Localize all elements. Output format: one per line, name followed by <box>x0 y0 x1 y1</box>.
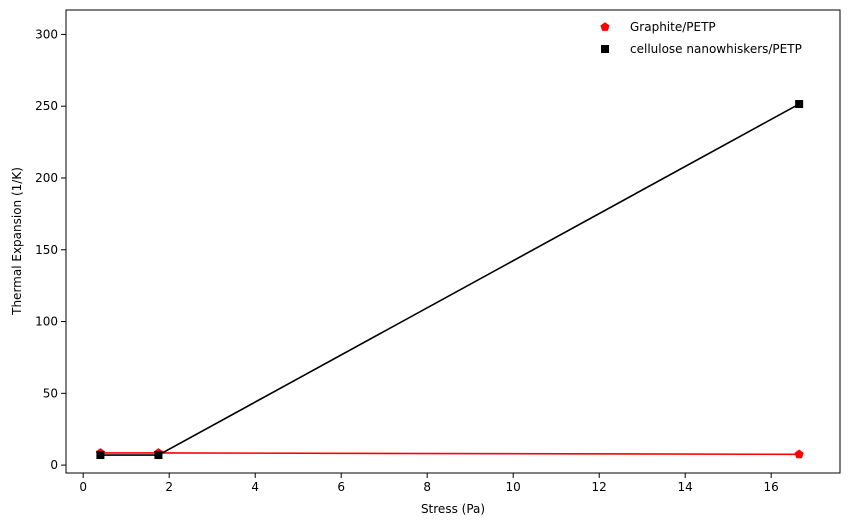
legend: Graphite/PETP cellulose nanowhiskers/PETP <box>600 20 802 56</box>
y-tick-label: 0 <box>50 458 58 472</box>
series-line-2 <box>100 103 800 456</box>
data-point <box>96 451 105 460</box>
y-tick-label: 300 <box>35 27 58 41</box>
plot-frame <box>65 9 841 474</box>
x-tick-label: 12 <box>592 480 607 494</box>
y-tick-label: 250 <box>35 99 58 113</box>
x-tick-label: 10 <box>506 480 521 494</box>
y-tick-label: 200 <box>35 171 58 185</box>
x-axis-label: Stress (Pa) <box>421 502 485 516</box>
y-axis-label: Thermal Expansion (1/K) <box>10 167 24 316</box>
series-line-1 <box>100 452 800 456</box>
legend-label: cellulose nanowhiskers/PETP <box>630 42 802 56</box>
data-point <box>795 100 804 109</box>
x-tick-label: 2 <box>165 480 173 494</box>
data-point <box>154 451 163 460</box>
x-tick-label: 14 <box>678 480 693 494</box>
series-layer <box>95 100 804 460</box>
y-axis-ticks: 0 50 100 150 200 250 300 <box>35 27 66 472</box>
y-tick-label: 50 <box>43 386 58 400</box>
legend-marker <box>600 22 610 31</box>
legend-marker <box>601 45 609 53</box>
x-axis-ticks: 0 2 4 6 8 10 12 14 16 <box>79 473 779 494</box>
legend-label: Graphite/PETP <box>630 20 716 34</box>
data-point <box>794 449 804 459</box>
x-tick-label: 16 <box>764 480 779 494</box>
x-tick-label: 4 <box>251 480 259 494</box>
y-tick-label: 100 <box>35 315 58 329</box>
x-tick-label: 8 <box>423 480 431 494</box>
y-tick-label: 150 <box>35 243 58 257</box>
x-tick-label: 6 <box>337 480 345 494</box>
x-tick-label: 0 <box>79 480 87 494</box>
